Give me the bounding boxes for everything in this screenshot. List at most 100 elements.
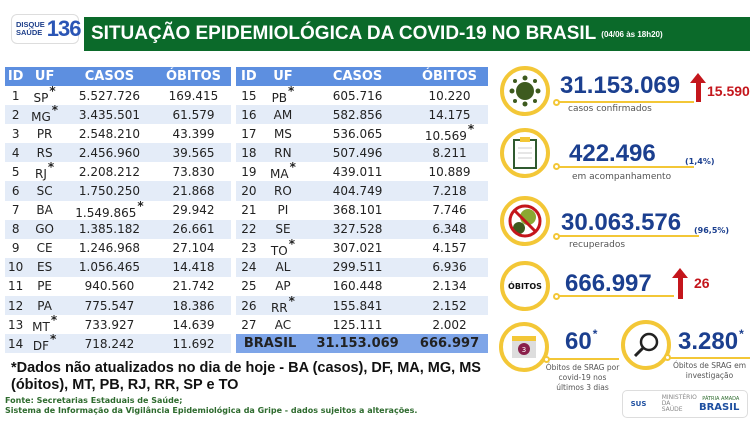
cell-value: 582.856: [332, 107, 383, 122]
table-cell: 27: [236, 315, 262, 334]
cell-value: GO: [35, 222, 54, 237]
cell-value: 10.220: [428, 88, 471, 103]
up-arrow-icon: [678, 277, 683, 299]
table-cell: 61.579: [155, 105, 231, 125]
cell-value: 10.889: [428, 164, 471, 179]
table-cell: 6.348: [411, 219, 488, 239]
government-logos: SUS MINISTÉRIO DA SAÚDE PÁTRIA AMADA BRAS…: [622, 390, 748, 418]
no-virus-icon: [500, 196, 550, 246]
cell-value: 155.841: [332, 298, 383, 313]
table-cell: 2.456.960: [62, 143, 156, 163]
table-cell: 24: [236, 257, 262, 277]
calendar-icon: 3: [499, 322, 549, 372]
table-cell: BA: [26, 201, 63, 220]
deaths-delta: 26: [694, 275, 710, 291]
cell-value: 11.692: [172, 336, 215, 351]
logo-line2: SAÚDE: [16, 28, 43, 37]
table-cell: RJ*: [26, 160, 63, 182]
table-cell: 160.448: [304, 277, 411, 296]
cell-value: 307.021: [332, 241, 383, 256]
table-row: 24 AL 299.511 6.936: [236, 257, 488, 277]
source-line2: Sistema de Informação da Vigilância Epid…: [5, 406, 418, 415]
asterisk: *: [289, 160, 296, 175]
cell-value: RN: [274, 145, 292, 160]
cell-value: PB: [271, 91, 288, 106]
cell-value: 8.211: [432, 145, 467, 160]
table-row: 5 RJ* 2.208.212 73.830: [5, 160, 231, 182]
cell-value: 61.579: [172, 107, 215, 122]
footer: *Dados não atualizados no dia de hoje - …: [5, 360, 495, 416]
table-cell: 17: [236, 124, 262, 143]
cell-value: 14.175: [428, 107, 471, 122]
asterisk: *: [288, 236, 295, 251]
table-cell: AC: [262, 315, 304, 334]
table-cell: 25: [236, 277, 262, 296]
cell-value: 9: [11, 241, 20, 256]
column-header: UF: [261, 67, 305, 86]
page-title: SITUAÇÃO EPIDEMIOLÓGICA DA COVID-19 NO B…: [84, 17, 750, 51]
table-cell: PA: [26, 296, 63, 316]
ministry-logo: MINISTÉRIO DA SAÚDE: [661, 394, 697, 413]
table-row: 14 DF* 718.242 11.692: [5, 332, 231, 354]
table-cell: 21.868: [155, 181, 231, 201]
cell-value: RR: [270, 301, 288, 316]
cell-value: RJ: [35, 167, 47, 182]
table-cell: 14.175: [411, 105, 488, 125]
table-cell: 5.527.726: [63, 86, 156, 105]
cell-value: 21.868: [172, 184, 215, 199]
states-table-right: ID UF CASOS ÓBITOS 15 PB* 605.716 10.220 16 AM 582…: [236, 67, 488, 354]
cell-value: 14: [8, 336, 24, 351]
asterisk: *: [739, 327, 744, 341]
table-cell: 3: [5, 124, 26, 143]
srag-investigation-label: Óbitos de SRAG em investigação: [672, 361, 747, 380]
table-cell: 7.746: [411, 201, 488, 220]
cell-value: SP: [33, 91, 49, 106]
recovered-value: 30.063.576: [561, 209, 682, 236]
table-row: 3 PR 2.548.210 43.399: [5, 124, 231, 143]
table-cell: PI: [262, 201, 304, 220]
table-cell: 18: [236, 143, 262, 163]
table-cell: 733.927: [63, 315, 156, 334]
cell-value: 39.565: [172, 145, 215, 160]
cell-value: TO: [270, 243, 288, 258]
table-cell: PB*: [262, 84, 304, 106]
cell-value: 7.218: [432, 184, 467, 199]
disque-saude-logo: DISQUE SAÚDE 136: [11, 14, 82, 44]
table-cell: 10.889: [411, 162, 488, 181]
table-cell: 23: [236, 239, 262, 258]
table-cell: 14.639: [156, 315, 231, 334]
cell-value: MA: [270, 167, 289, 182]
asterisk: *: [47, 160, 55, 175]
cell-value: 775.547: [84, 298, 135, 313]
table-cell: AP: [262, 277, 304, 296]
monitoring-label: em acompanhamento: [572, 172, 672, 182]
cell-value: 5: [11, 164, 20, 179]
cell-value: RO: [274, 184, 292, 199]
cell-value: 6.348: [432, 222, 467, 237]
cell-value: 2: [11, 107, 20, 122]
cell-value: 1.750.250: [78, 184, 140, 199]
logo-number: 136: [46, 16, 82, 41]
cell-value: 15: [241, 88, 257, 103]
srag-investigation-value: 3.280: [678, 328, 739, 355]
table-cell: 3.435.501: [62, 105, 156, 125]
table-cell: 11.692: [155, 334, 231, 354]
table-row: 17 MS 536.065 10.569*: [236, 122, 488, 143]
table-cell: 18.386: [155, 296, 231, 316]
cell-value: 13: [8, 317, 24, 332]
timestamp: (04/06 às 18h20): [601, 29, 663, 39]
cell-value: 536.065: [332, 126, 383, 141]
cell-value: MG: [31, 110, 51, 125]
srag-recent-value: 60: [565, 328, 592, 355]
table-row: 18 RN 507.496 8.211: [236, 143, 488, 163]
cell-value: 21.742: [172, 279, 215, 294]
table-cell: AM: [261, 105, 305, 125]
table-cell: 8.211: [411, 143, 488, 163]
table-cell: 5: [5, 162, 26, 181]
table-cell: 26.661: [155, 219, 231, 239]
monitoring-value: 422.496: [569, 140, 656, 167]
cell-value: 24: [241, 260, 257, 275]
table-cell: 536.065: [304, 124, 411, 143]
table-cell: MA*: [262, 160, 304, 182]
table-cell: 439.011: [304, 162, 411, 181]
